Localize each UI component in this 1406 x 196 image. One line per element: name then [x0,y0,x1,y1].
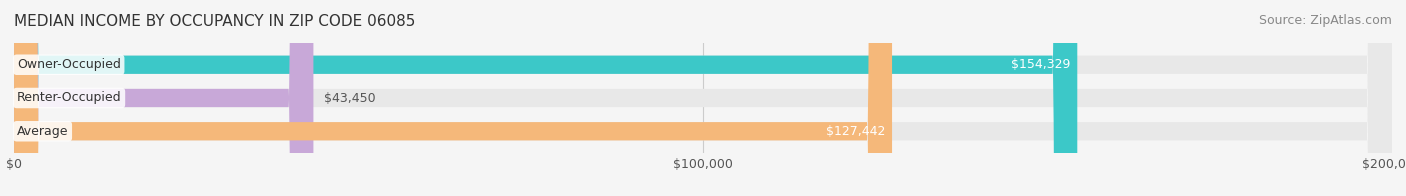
Text: Source: ZipAtlas.com: Source: ZipAtlas.com [1258,14,1392,27]
FancyBboxPatch shape [14,0,1077,196]
Text: Renter-Occupied: Renter-Occupied [17,92,121,104]
FancyBboxPatch shape [14,0,891,196]
Text: $43,450: $43,450 [325,92,375,104]
Text: MEDIAN INCOME BY OCCUPANCY IN ZIP CODE 06085: MEDIAN INCOME BY OCCUPANCY IN ZIP CODE 0… [14,14,415,29]
Text: $127,442: $127,442 [825,125,886,138]
Text: $154,329: $154,329 [1011,58,1070,71]
Text: Owner-Occupied: Owner-Occupied [17,58,121,71]
FancyBboxPatch shape [14,0,1392,196]
FancyBboxPatch shape [14,0,314,196]
FancyBboxPatch shape [14,0,1392,196]
Text: Average: Average [17,125,69,138]
FancyBboxPatch shape [14,0,1392,196]
